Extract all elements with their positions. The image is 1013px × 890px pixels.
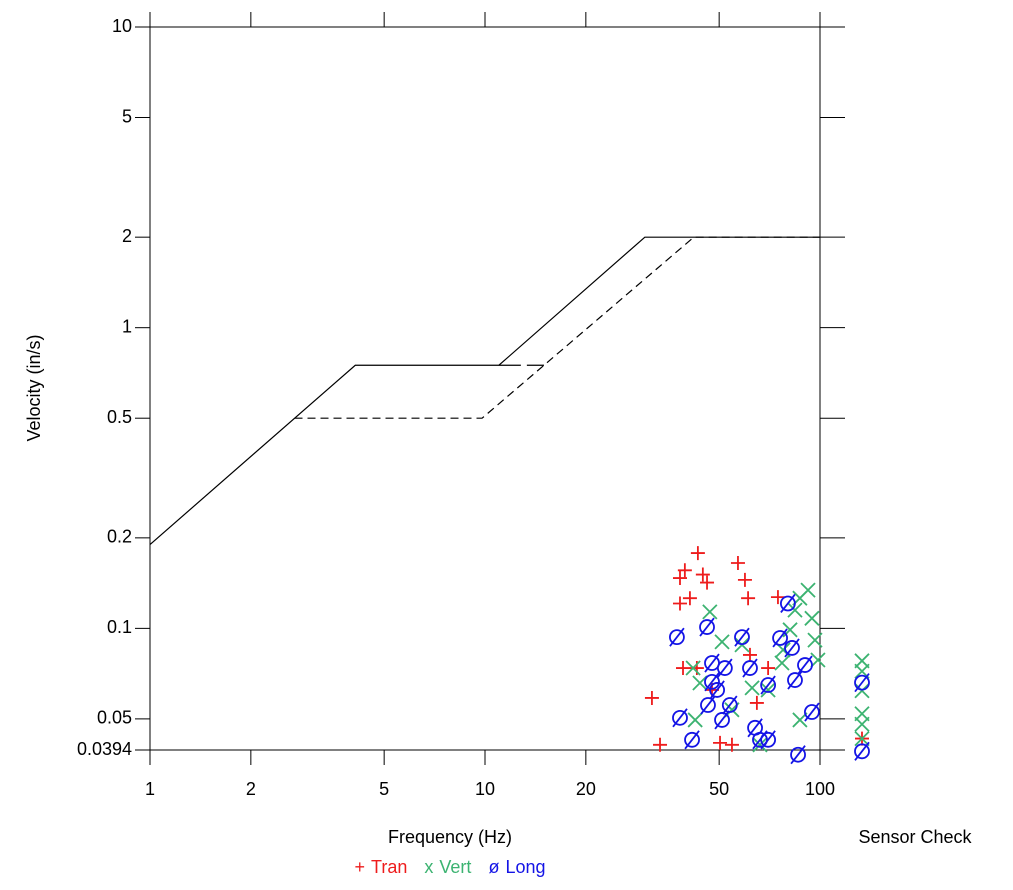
data-point (700, 575, 715, 590)
data-point (810, 652, 826, 668)
limit-line (149, 236, 820, 546)
data-point (724, 737, 739, 752)
data-point (702, 604, 718, 620)
x-axis-label: Frequency (Hz) (388, 827, 512, 847)
x-tick-label: 2 (246, 779, 256, 799)
data-point (695, 567, 710, 582)
data-point (779, 593, 796, 614)
legend-marker: x (424, 857, 433, 877)
y-tick-label: 0.05 (97, 708, 132, 728)
data-point (760, 682, 776, 698)
data-point (797, 655, 813, 675)
data-point (672, 571, 687, 586)
plot-frame (149, 26, 821, 751)
x-tick-label: 20 (576, 779, 596, 799)
data-point (741, 591, 756, 606)
data-point (669, 627, 685, 647)
data-point (704, 672, 720, 692)
data-point (744, 680, 760, 696)
data-point (782, 622, 798, 638)
data-point (854, 683, 870, 699)
data-point (854, 716, 870, 732)
data-point (854, 730, 870, 747)
y-tick-label: 1 (122, 316, 132, 336)
data-point (774, 655, 790, 671)
data-point (687, 712, 703, 728)
y-tick-label: 2 (122, 226, 132, 246)
data-point (672, 596, 687, 611)
data-point (761, 661, 776, 676)
data-point (804, 702, 820, 722)
data-point (704, 653, 720, 673)
data-point (700, 695, 716, 715)
y-tick-label: 10 (112, 16, 132, 36)
data-point (807, 632, 823, 648)
data-point (699, 617, 715, 637)
legend-marker: ø (488, 857, 499, 877)
data-point (714, 634, 730, 650)
data-point (682, 591, 697, 606)
data-point (653, 737, 668, 752)
y-tick-label: 0.0394 (77, 739, 132, 759)
data-point (685, 660, 701, 676)
legend-label: Vert (439, 857, 471, 877)
data-point (747, 718, 763, 738)
data-point (644, 690, 659, 705)
x-tick-label: 1 (145, 779, 155, 799)
data-point (772, 628, 788, 648)
data-point (692, 675, 708, 691)
data-point (800, 582, 816, 598)
data-point (854, 741, 870, 761)
data-point (709, 680, 726, 700)
y-axis-label: Velocity (in/s) (24, 334, 44, 441)
data-point (787, 602, 803, 618)
data-point (737, 572, 752, 587)
data-point (770, 590, 785, 605)
data-point (684, 730, 700, 750)
legend-label: Long (505, 857, 545, 877)
data-point (804, 610, 820, 626)
data-point (790, 745, 806, 765)
y-tick-label: 5 (122, 106, 132, 126)
data-point (752, 737, 768, 753)
data-point (676, 661, 691, 676)
data-point (742, 658, 758, 678)
x-tick-label: 5 (379, 779, 389, 799)
data-point (677, 563, 692, 578)
y-tick-label: 0.1 (107, 617, 132, 637)
data-point (721, 695, 738, 715)
data-point (714, 710, 730, 730)
x-tick-label: 50 (709, 779, 729, 799)
data-point (730, 555, 745, 570)
limit-line (294, 236, 820, 419)
data-point (787, 670, 803, 690)
data-point (784, 638, 800, 658)
data-point (713, 735, 728, 750)
legend: + Tran x Vert ø Long (355, 857, 546, 877)
data-point (854, 673, 870, 693)
x-tick-label: 10 (475, 779, 495, 799)
sensor-check-label: Sensor Check (858, 827, 972, 847)
data-point (760, 730, 777, 750)
data-point (672, 708, 688, 728)
data-point (742, 647, 757, 662)
data-point (690, 546, 705, 561)
data-point (749, 695, 764, 710)
legend-label: Tran (371, 857, 407, 877)
y-tick-label: 0.5 (107, 407, 132, 427)
x-tick-label: 100 (805, 779, 835, 799)
y-tick-label: 0.2 (107, 527, 132, 547)
data-point (792, 712, 808, 728)
data-point (716, 658, 733, 678)
legend-marker: + (355, 857, 366, 877)
data-point (760, 675, 777, 695)
data-point (734, 627, 750, 647)
